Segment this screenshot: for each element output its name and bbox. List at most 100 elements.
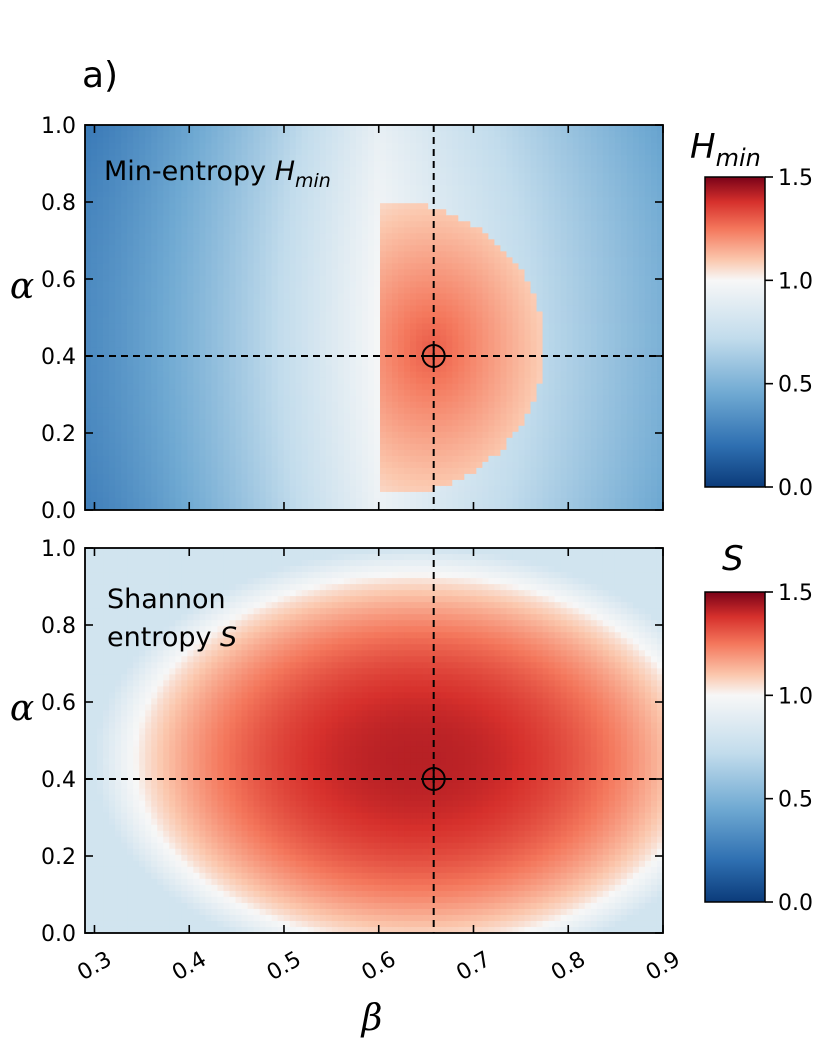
heatmap-cell — [91, 413, 98, 421]
heatmap-cell — [85, 149, 92, 156]
heatmap-cell — [265, 305, 273, 313]
heatmap-cell — [361, 281, 369, 289]
heatmap-cell — [115, 125, 122, 132]
heatmap-cell — [199, 173, 207, 180]
heatmap-cell — [512, 377, 520, 385]
heatmap-cell — [85, 191, 92, 198]
heatmap-cell — [151, 173, 158, 180]
heatmap-cell — [536, 245, 544, 252]
heatmap-cell — [217, 491, 225, 499]
heatmap-cell — [277, 401, 285, 409]
heatmap-cell — [253, 401, 261, 409]
heatmap-cell — [380, 251, 387, 258]
heatmap-cell — [265, 299, 273, 307]
heatmap-cell — [367, 251, 375, 258]
heatmap-cell — [283, 161, 291, 168]
heatmap-cell — [211, 167, 219, 174]
heatmap-cell — [446, 131, 453, 138]
heatmap-cell — [193, 461, 200, 469]
heatmap-cell — [367, 137, 375, 144]
heatmap-cell — [91, 455, 98, 463]
heatmap-cell — [163, 275, 170, 283]
heatmap-cell — [103, 209, 110, 216]
heatmap-cell — [235, 413, 243, 421]
heatmap-cell — [398, 269, 405, 276]
heatmap-cell — [121, 131, 128, 138]
heatmap-cell — [175, 215, 182, 222]
heatmap-cell — [464, 215, 471, 222]
heatmap-cell — [229, 311, 237, 319]
heatmap-cell — [223, 167, 231, 174]
heatmap-cell — [265, 443, 273, 451]
heatmap-cell — [410, 251, 417, 258]
heatmap-cell — [289, 503, 297, 510]
heatmap-cell — [217, 455, 225, 463]
heatmap-cell — [145, 383, 152, 391]
heatmap-cell — [512, 371, 520, 379]
heatmap-cell — [127, 431, 134, 439]
heatmap-cell — [440, 203, 447, 210]
heatmap-cell — [488, 353, 496, 361]
heatmap-cell — [374, 281, 381, 289]
heatmap-cell — [386, 299, 393, 307]
heatmap-cell — [271, 257, 279, 264]
heatmap-cell — [506, 359, 514, 367]
heatmap-cell — [163, 467, 170, 475]
heatmap-cell — [434, 251, 441, 258]
heatmap-cell — [85, 377, 92, 385]
heatmap-cell — [91, 395, 98, 403]
heatmap-cell — [374, 479, 381, 487]
heatmap-cell — [398, 173, 405, 180]
heatmap-cell — [229, 413, 237, 421]
heatmap-cell — [211, 209, 219, 216]
heatmap-cell — [301, 167, 309, 174]
heatmap-cell — [265, 461, 273, 469]
heatmap-cell — [428, 125, 435, 132]
heatmap-cell — [247, 263, 255, 270]
heatmap-cell — [319, 239, 327, 246]
heatmap-cell — [380, 473, 387, 481]
heatmap-cell — [151, 251, 158, 258]
heatmap-cell — [434, 131, 441, 138]
heatmap-cell — [470, 329, 477, 337]
heatmap-cell — [145, 449, 152, 457]
heatmap-cell — [422, 347, 429, 355]
heatmap-cell — [133, 293, 140, 301]
heatmap-cell — [205, 185, 213, 192]
heatmap-cell — [518, 413, 526, 421]
heatmap-cell — [151, 353, 158, 361]
heatmap-cell — [355, 449, 363, 457]
heatmap-cell — [157, 155, 164, 162]
heatmap-cell — [434, 443, 441, 451]
heatmap-cell — [361, 149, 369, 156]
heatmap-cell — [392, 293, 399, 301]
heatmap-cell — [223, 347, 231, 355]
heatmap-cell — [307, 269, 315, 276]
heatmap-cell — [500, 455, 508, 463]
heatmap-cell — [217, 479, 225, 487]
heatmap-cell — [524, 425, 532, 433]
heatmap-cell — [548, 179, 556, 186]
heatmap-cell — [536, 173, 544, 180]
heatmap-cell — [512, 239, 520, 246]
heatmap-cell — [169, 131, 176, 138]
heatmap-cell — [289, 185, 297, 192]
heatmap-cell — [494, 347, 502, 355]
heatmap-cell — [416, 467, 423, 475]
heatmap-cell — [253, 221, 261, 228]
heatmap-cell — [530, 209, 538, 216]
heatmap-cell — [133, 407, 140, 415]
heatmap-cell — [139, 173, 146, 180]
heatmap-cell — [193, 365, 200, 373]
heatmap-cell — [422, 335, 429, 343]
heatmap-cell — [277, 191, 285, 198]
heatmap-cell — [548, 401, 556, 409]
heatmap-cell — [542, 401, 550, 409]
heatmap-cell — [361, 305, 369, 313]
heatmap-cell — [223, 173, 231, 180]
heatmap-cell — [392, 323, 399, 331]
heatmap-cell — [217, 299, 225, 307]
heatmap-cell — [109, 203, 116, 210]
heatmap-cell — [325, 215, 333, 222]
heatmap-cell — [404, 491, 411, 499]
